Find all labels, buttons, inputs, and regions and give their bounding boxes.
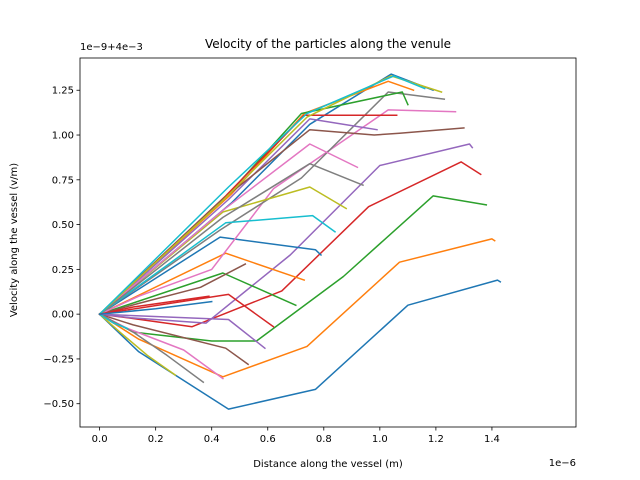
series-line-32: [98, 300, 213, 316]
y-axis: −0.50 −0.25 0.00 0.25 0.50 0.75 1.00 1.25: [43, 86, 80, 410]
series-line-1: [98, 279, 502, 410]
series-line-2: [98, 238, 496, 378]
series-line-26: [98, 127, 465, 316]
series-line-16: [98, 262, 247, 316]
x-tick-label: 1.0: [372, 434, 388, 445]
series-line-6: [98, 313, 250, 366]
y-offset-text: 1e−9+4e−3: [80, 42, 143, 53]
x-tick-label: 0.8: [316, 434, 332, 445]
series-line-27: [98, 143, 359, 316]
series-line-9: [98, 313, 177, 377]
series-line-31: [98, 295, 210, 316]
series-line-30: [98, 75, 426, 316]
axes-frame: [79, 57, 577, 428]
series-line-25: [98, 118, 378, 316]
x-tick-label: 1.4: [484, 434, 500, 445]
series-line-5: [98, 143, 474, 324]
y-tick-label: 0.25: [52, 265, 74, 276]
x-tick-label: 1.2: [428, 434, 444, 445]
y-tick-label: 1.00: [52, 131, 74, 142]
x-tick-label: 0.2: [148, 434, 164, 445]
series-line-10: [98, 313, 129, 330]
x-tick-label: 0.6: [260, 434, 276, 445]
series-line-8: [98, 313, 205, 384]
series-line-12: [98, 252, 306, 316]
x-axis-label: Distance along the vessel (m): [253, 459, 403, 470]
y-tick-label: 0.75: [52, 175, 74, 186]
series-line-13: [98, 272, 297, 316]
y-tick-label: 0.50: [52, 220, 74, 231]
x-tick-label: 0.4: [204, 434, 220, 445]
y-tick-label: 0.00: [52, 310, 74, 321]
chart-title: Velocity of the particles along the venu…: [205, 37, 451, 51]
series-line-17: [98, 109, 457, 316]
y-tick-label: −0.50: [43, 399, 74, 410]
series-line-11: [98, 236, 323, 316]
series-line-20: [98, 214, 337, 316]
x-axis: 0.0 0.2 0.4 0.6 0.8 1.0 1.2 1.4: [92, 427, 500, 445]
y-tick-label: 1.25: [52, 86, 74, 97]
series-line-28: [98, 162, 364, 316]
series-line-15: [98, 313, 266, 350]
series-line-14: [98, 293, 275, 328]
y-tick-label: −0.25: [43, 354, 74, 365]
x-offset-text: 1e−6: [549, 458, 576, 469]
y-axis-label: Velocity along the vessel (v/m): [9, 163, 20, 317]
x-tick-label: 0.0: [92, 434, 108, 445]
plot-area: [98, 73, 502, 410]
series-line-18: [98, 91, 446, 316]
